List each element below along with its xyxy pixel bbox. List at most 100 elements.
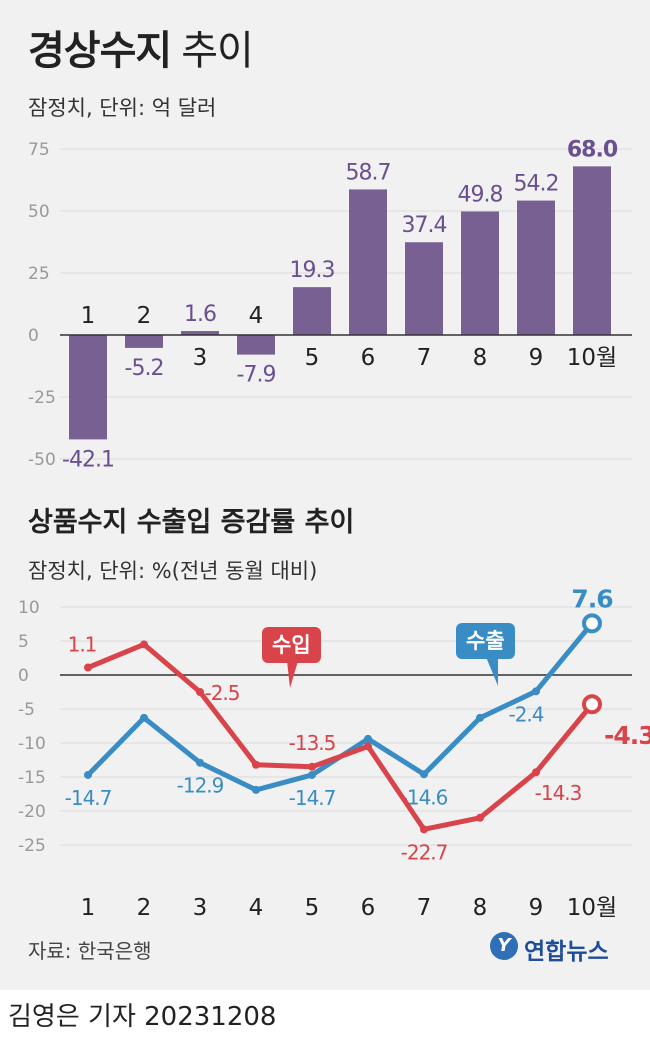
- import-value-label: 1.1: [68, 633, 97, 657]
- legend-import-tag: 수입: [262, 627, 321, 663]
- x-category-label: 5: [305, 345, 320, 371]
- data-point: [84, 770, 92, 779]
- y-tick-label: -5: [18, 700, 35, 720]
- bar-value-label: 68.0: [567, 137, 618, 162]
- x-category-label: 6: [361, 895, 376, 921]
- export-value-label: 7.6: [571, 584, 613, 613]
- export-value-label: -12.9: [177, 774, 224, 798]
- import-value-label: -4.3: [604, 721, 650, 750]
- bar-value-label: -42.1: [62, 447, 114, 472]
- x-category-label: 5: [305, 895, 320, 921]
- export-value-label: -14.7: [289, 786, 336, 810]
- y-tick-label: 25: [28, 264, 50, 284]
- bar-value-label: -7.9: [237, 363, 276, 388]
- x-category-label: 10월: [567, 345, 617, 371]
- data-point: [140, 713, 148, 722]
- data-point: [532, 768, 540, 777]
- data-point: [196, 688, 204, 696]
- export-value-label: -2.4: [508, 702, 543, 726]
- y-tick-label: 5: [18, 632, 29, 652]
- bar: [125, 335, 163, 348]
- data-point: [84, 663, 92, 672]
- chart-title-bold: 경상수지: [28, 28, 172, 74]
- x-category-label: 10월: [567, 895, 617, 921]
- data-point: [196, 758, 204, 767]
- data-point: [252, 785, 260, 794]
- x-category-label: 8: [473, 895, 488, 921]
- y-tick-label: -15: [18, 768, 46, 788]
- bar-value-label: 1.6: [184, 302, 216, 327]
- end-point-marker: [582, 613, 602, 634]
- byline: 김영은 기자 20231208: [8, 1002, 277, 1032]
- x-category-label: 1: [81, 303, 96, 329]
- chart-title-light: 추이: [181, 28, 254, 74]
- bar-value-label: -5.2: [125, 356, 164, 381]
- trade-growth-line-chart: 10 5 0 -5 -10 -15 -20 -25 1 2 3 4 5 6 7 8 9 10월 -14.7 -12.9…: [18, 584, 650, 921]
- bar: [293, 287, 331, 335]
- bar: [181, 331, 219, 335]
- bar-value-label: 54.2: [514, 172, 559, 197]
- y-tick-label: -25: [28, 388, 56, 408]
- bar-value-label: 19.3: [290, 258, 335, 283]
- bar-value-label: 37.4: [402, 213, 447, 238]
- x-category-label: 6: [361, 345, 376, 371]
- data-point: [308, 762, 316, 771]
- data-point: [140, 640, 148, 649]
- x-category-label: 2: [137, 303, 152, 329]
- y-tick-label: -20: [18, 802, 46, 822]
- export-tag-pointer: [486, 657, 498, 686]
- bar: [461, 211, 499, 335]
- y-tick-label: 10: [18, 598, 40, 618]
- bar-value-label: 58.7: [346, 160, 391, 185]
- x-category-label: 7: [417, 345, 432, 371]
- data-point: [252, 760, 260, 769]
- bar: [405, 242, 443, 335]
- data-point: [420, 825, 428, 834]
- x-category-label: 3: [193, 895, 208, 921]
- y-tick-label: 0: [28, 326, 39, 346]
- data-point: [364, 734, 372, 743]
- data-point: [476, 713, 484, 722]
- y-tick-label: -25: [18, 836, 46, 856]
- bar: [237, 335, 275, 355]
- data-point: [420, 770, 428, 779]
- import-line: [85, 641, 595, 832]
- legend-export-tag: 수출: [456, 623, 515, 659]
- line-chart-title: 상품수지 수출입 증감률 추이: [28, 507, 355, 538]
- x-category-label: 3: [193, 345, 208, 371]
- chart-panel: [0, 0, 650, 990]
- x-category-label: 8: [473, 345, 488, 371]
- data-point: [364, 742, 372, 751]
- import-value-label: -13.5: [289, 731, 336, 755]
- yonhap-logo: Y 연합뉴스: [490, 928, 630, 968]
- y-tick-label: 0: [18, 666, 29, 686]
- chart-subtitle: 잠정치, 단위: 억 달러: [28, 96, 217, 120]
- import-tag-pointer: [287, 661, 298, 688]
- logo-mark-icon: Y: [490, 932, 518, 960]
- line-chart-subtitle: 잠정치, 단위: %(전년 동월 대비): [28, 559, 318, 583]
- import-value-label: -2.5: [204, 681, 239, 705]
- y-tick-label: -10: [18, 734, 46, 754]
- y-tick-label: 75: [28, 140, 50, 160]
- chart-title: 경상수지 추이: [28, 18, 254, 76]
- current-account-bar-chart: 75 50 25 0 -25 -50 1 -42.1 2 -5.2 3 1.6 4 -7.9 5 19.3 6 5…: [28, 137, 632, 472]
- x-category-label: 2: [137, 895, 152, 921]
- y-tick-label: -50: [28, 450, 56, 470]
- data-point: [476, 813, 484, 822]
- x-category-label: 9: [529, 345, 544, 371]
- bar: [517, 200, 555, 335]
- data-point: [308, 770, 316, 779]
- end-point-marker: [582, 694, 602, 715]
- bar: [573, 166, 611, 335]
- x-category-label: 9: [529, 895, 544, 921]
- y-tick-label: 50: [28, 202, 50, 222]
- bar-value-label: 49.8: [458, 182, 503, 207]
- export-value-label: -14.7: [65, 786, 112, 810]
- x-category-label: 4: [249, 895, 264, 921]
- x-category-label: 1: [81, 895, 96, 921]
- import-value-label: -14.3: [535, 781, 582, 805]
- x-category-label: 7: [417, 895, 432, 921]
- bar: [69, 335, 107, 440]
- data-point: [532, 687, 540, 696]
- logo-text: 연합뉴스: [524, 939, 609, 965]
